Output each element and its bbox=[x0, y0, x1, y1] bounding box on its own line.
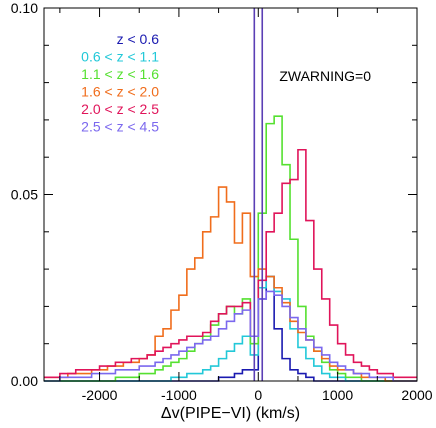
legend-entry-1: z < 0.6 bbox=[117, 31, 160, 47]
legend-entry-3: 1.1 < z < 1.6 bbox=[81, 66, 159, 82]
series-line-5 bbox=[44, 148, 417, 379]
legend-entry-6: 2.5 < z < 4.5 bbox=[81, 119, 159, 135]
legend-entry-5: 2.0 < z < 2.5 bbox=[81, 101, 159, 117]
y-tick-label: 0.10 bbox=[11, 0, 38, 16]
series-line-4 bbox=[44, 186, 417, 382]
y-tick-label: 0.00 bbox=[11, 373, 38, 389]
x-tick-label: 1000 bbox=[322, 387, 353, 403]
zwarning-annotation: ZWARNING=0 bbox=[279, 68, 371, 84]
x-tick-label: -1000 bbox=[161, 387, 197, 403]
legend-entry-4: 1.6 < z < 2.0 bbox=[81, 84, 159, 100]
series-line-6 bbox=[44, 290, 417, 382]
x-tick-label: 0 bbox=[254, 387, 262, 403]
series-line-3 bbox=[44, 115, 417, 382]
y-tick-label: 0.05 bbox=[11, 187, 38, 203]
legend: z < 0.6 0.6 < z < 1.11.1 < z < 1.6 1.6 < z… bbox=[81, 31, 159, 135]
series-layer bbox=[44, 115, 417, 382]
legend-entry-2: 0.6 < z < 1.1 bbox=[81, 49, 159, 65]
reference-lines bbox=[253, 8, 264, 381]
x-tick-label: -2000 bbox=[82, 387, 118, 403]
axis-ticks: -2000 -1000 0 1000 2000 0.00 0.05 0.10 bbox=[11, 0, 433, 403]
x-tick-label: 2000 bbox=[401, 387, 432, 403]
x-axis-label: Δv(PIPE−VI) (km/s) bbox=[161, 405, 300, 422]
